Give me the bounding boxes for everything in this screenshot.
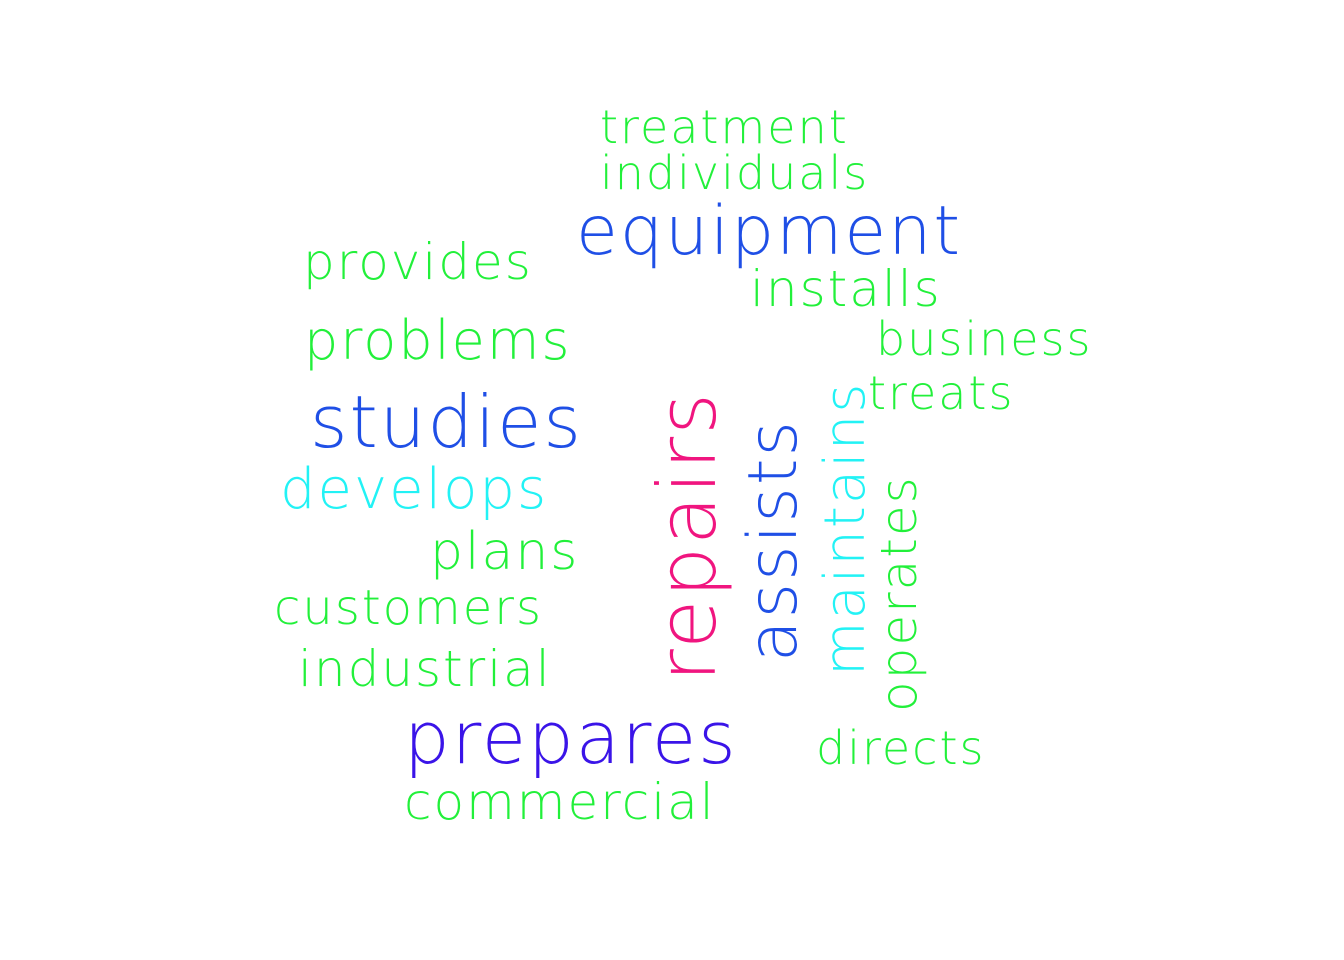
word-individuals: individuals: [600, 146, 870, 200]
word-operates: operates: [870, 475, 928, 712]
word-develops: develops: [280, 457, 549, 522]
word-industrial: industrial: [298, 640, 552, 698]
word-repairs: repairs: [641, 391, 734, 682]
word-customers: customers: [274, 580, 544, 636]
word-assists: assists: [734, 419, 813, 662]
word-maintains: maintains: [813, 381, 878, 676]
word-prepares: prepares: [404, 696, 738, 780]
word-installs: installs: [750, 260, 942, 318]
word-plans: plans: [430, 522, 580, 582]
word-treatment: treatment: [600, 100, 849, 154]
word-equipment: equipment: [576, 192, 962, 271]
word-studies: studies: [310, 380, 583, 464]
word-treats: treats: [868, 366, 1015, 420]
word-provides: provides: [303, 233, 533, 291]
word-business: business: [876, 312, 1093, 366]
word-problems: problems: [304, 309, 572, 372]
word-commercial: commercial: [404, 773, 716, 831]
word-directs: directs: [816, 721, 986, 775]
